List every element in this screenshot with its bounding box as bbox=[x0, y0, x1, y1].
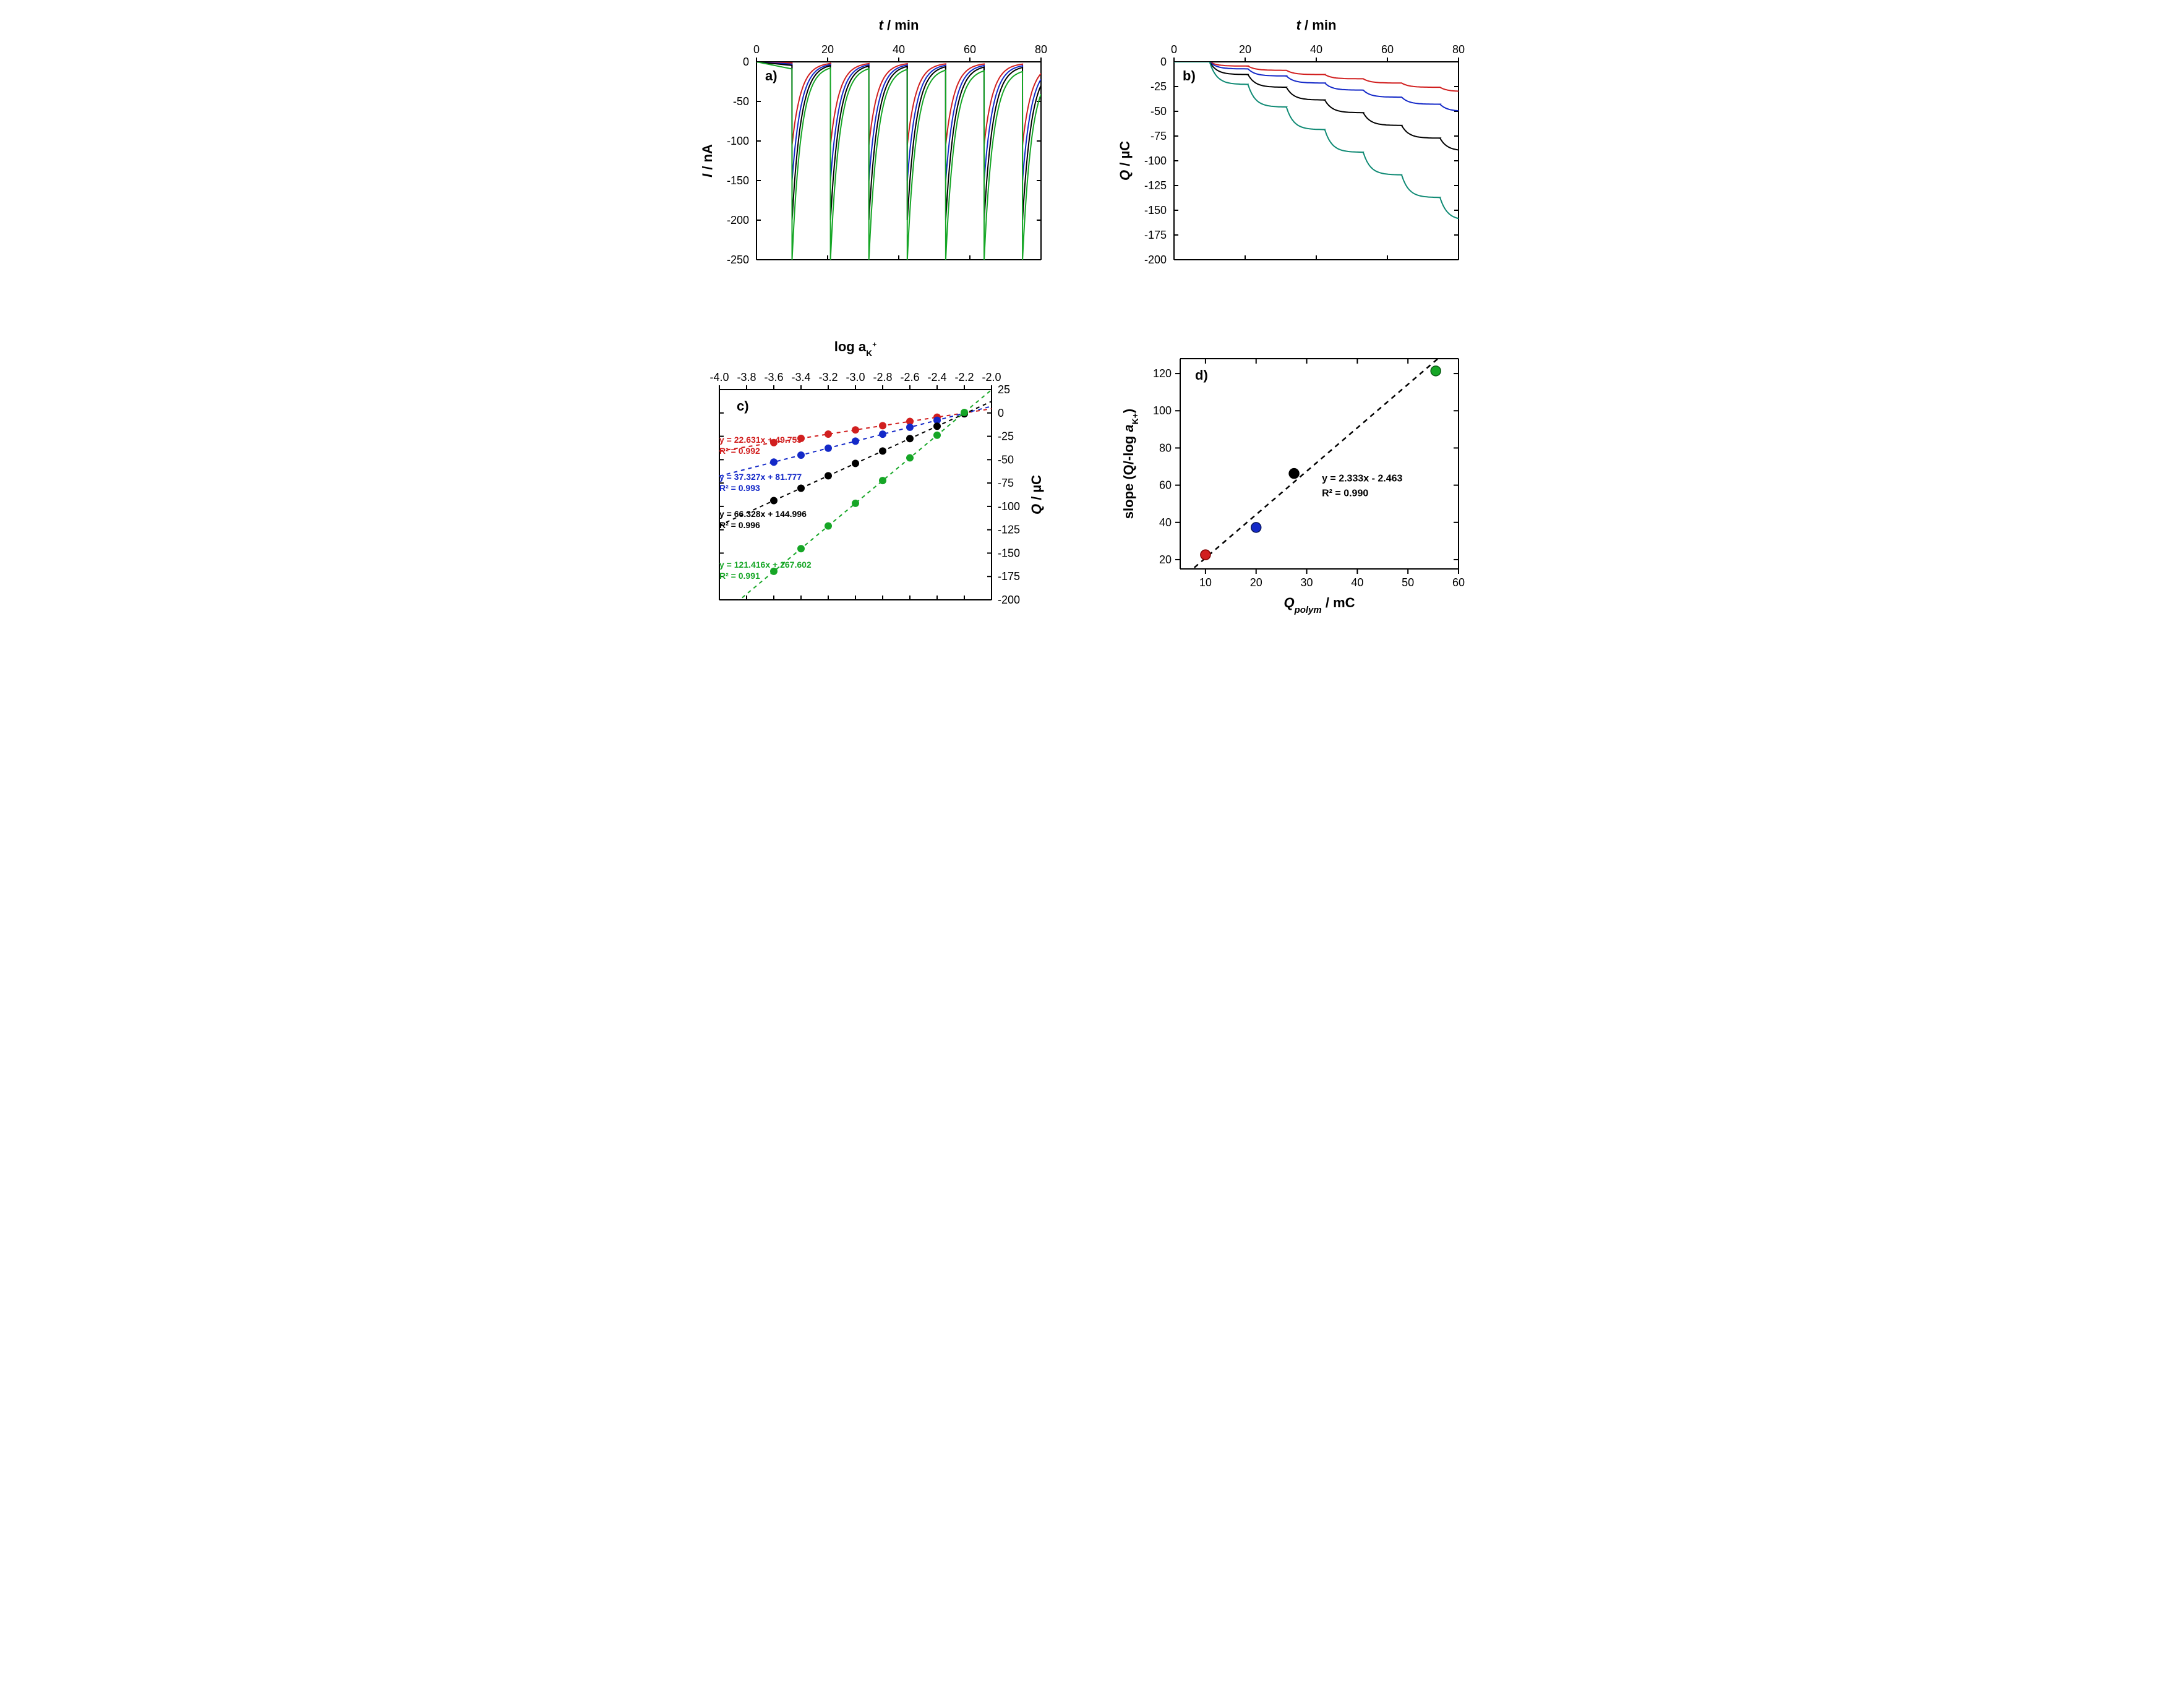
svg-text:60: 60 bbox=[1452, 576, 1465, 589]
svg-text:-2.8: -2.8 bbox=[873, 371, 892, 383]
svg-text:Q / µC: Q / µC bbox=[1117, 141, 1133, 181]
svg-text:60: 60 bbox=[964, 43, 976, 56]
svg-text:-3.2: -3.2 bbox=[818, 371, 838, 383]
svg-text:R² = 0.996: R² = 0.996 bbox=[719, 520, 760, 530]
panel-c: log aK+ Q / µC -4.0 -3.8 -3.6 -3.4 -3.2 -3.0 -2.… bbox=[695, 334, 1069, 618]
svg-text:-200: -200 bbox=[1144, 254, 1167, 266]
svg-text:Q / µC: Q / µC bbox=[1029, 475, 1044, 515]
svg-text:-50: -50 bbox=[998, 453, 1014, 466]
svg-text:20: 20 bbox=[1239, 43, 1251, 56]
svg-text:0: 0 bbox=[743, 56, 749, 68]
svg-text:-125: -125 bbox=[1144, 179, 1167, 192]
svg-text:120: 120 bbox=[1153, 367, 1172, 380]
svg-text:-150: -150 bbox=[998, 547, 1020, 559]
figure-grid: t / minI / nA020406080-250-200-150-100-5… bbox=[695, 12, 1486, 618]
svg-text:-3.6: -3.6 bbox=[764, 371, 783, 383]
svg-text:-75: -75 bbox=[1150, 130, 1167, 142]
svg-text:0: 0 bbox=[753, 43, 760, 56]
svg-text:-150: -150 bbox=[1144, 204, 1167, 216]
svg-text:y = 37.327x + 81.777: y = 37.327x + 81.777 bbox=[719, 472, 802, 482]
svg-text:40: 40 bbox=[1159, 516, 1172, 529]
svg-text:-125: -125 bbox=[998, 524, 1020, 536]
svg-text:-25: -25 bbox=[1150, 80, 1167, 93]
svg-text:y = 121.416x + 267.602: y = 121.416x + 267.602 bbox=[719, 560, 812, 570]
svg-text:0: 0 bbox=[1160, 56, 1167, 68]
svg-text:-50: -50 bbox=[733, 95, 749, 108]
svg-text:-3.8: -3.8 bbox=[737, 371, 756, 383]
svg-text:80: 80 bbox=[1452, 43, 1465, 56]
svg-text:0: 0 bbox=[998, 407, 1004, 419]
svg-text:-100: -100 bbox=[1144, 155, 1167, 167]
svg-text:b): b) bbox=[1183, 68, 1196, 83]
svg-text:t / min: t / min bbox=[879, 17, 919, 33]
svg-text:Qpolym / mC: Qpolym / mC bbox=[1283, 595, 1355, 615]
svg-text:log aK+: log aK+ bbox=[834, 339, 876, 358]
svg-text:-100: -100 bbox=[727, 135, 749, 147]
svg-text:-175: -175 bbox=[998, 570, 1020, 583]
svg-text:c): c) bbox=[737, 398, 749, 414]
svg-text:-100: -100 bbox=[998, 500, 1020, 513]
panel-d: 10 20 30 40 50 60 20 40 60 80 100 120 d) Qpolym / mC s… bbox=[1112, 334, 1486, 618]
svg-text:-2.0: -2.0 bbox=[982, 371, 1001, 383]
svg-text:-200: -200 bbox=[998, 594, 1020, 606]
svg-text:60: 60 bbox=[1159, 479, 1172, 492]
svg-text:-250: -250 bbox=[727, 254, 749, 266]
svg-text:-200: -200 bbox=[727, 214, 749, 226]
svg-text:80: 80 bbox=[1035, 43, 1047, 56]
panel-b: t / min Q / µC 0 20 40 60 80 -200 -175 -150 -125 -1… bbox=[1112, 12, 1486, 297]
svg-text:25: 25 bbox=[998, 383, 1010, 396]
svg-text:-25: -25 bbox=[998, 430, 1014, 443]
svg-text:R² = 0.992: R² = 0.992 bbox=[719, 446, 760, 456]
svg-text:40: 40 bbox=[1310, 43, 1322, 56]
svg-text:-50: -50 bbox=[1150, 105, 1167, 117]
svg-text:R² = 0.991: R² = 0.991 bbox=[719, 571, 760, 581]
svg-text:10: 10 bbox=[1199, 576, 1212, 589]
panel-a: t / min I / nA 0 20 40 60 80 -250 -200 -150 -100 -5… bbox=[695, 12, 1069, 297]
svg-text:30: 30 bbox=[1301, 576, 1313, 589]
svg-text:20: 20 bbox=[1250, 576, 1262, 589]
svg-text:-75: -75 bbox=[998, 477, 1014, 489]
svg-text:I / nA: I / nA bbox=[700, 144, 715, 177]
svg-text:40: 40 bbox=[1351, 576, 1363, 589]
svg-text:d): d) bbox=[1195, 367, 1208, 383]
svg-text:-2.4: -2.4 bbox=[927, 371, 946, 383]
svg-text:-2.6: -2.6 bbox=[900, 371, 919, 383]
svg-text:slope (Q/-log aK+): slope (Q/-log aK+) bbox=[1121, 409, 1140, 519]
svg-text:y = 66.328x + 144.996: y = 66.328x + 144.996 bbox=[719, 509, 807, 519]
svg-text:-3.0: -3.0 bbox=[846, 371, 865, 383]
svg-text:-150: -150 bbox=[727, 174, 749, 187]
svg-text:60: 60 bbox=[1381, 43, 1394, 56]
svg-text:a): a) bbox=[765, 68, 778, 83]
svg-text:-175: -175 bbox=[1144, 229, 1167, 241]
svg-text:20: 20 bbox=[821, 43, 834, 56]
svg-text:-3.4: -3.4 bbox=[791, 371, 810, 383]
svg-text:80: 80 bbox=[1159, 442, 1172, 454]
svg-text:-2.2: -2.2 bbox=[954, 371, 974, 383]
svg-text:R² = 0.990: R² = 0.990 bbox=[1322, 489, 1368, 499]
svg-text:y = 2.333x - 2.463: y = 2.333x - 2.463 bbox=[1322, 474, 1402, 484]
svg-text:50: 50 bbox=[1402, 576, 1414, 589]
svg-text:y = 22.631x + 49.753: y = 22.631x + 49.753 bbox=[719, 435, 802, 445]
svg-text:t / min: t / min bbox=[1296, 17, 1337, 33]
svg-text:-4.0: -4.0 bbox=[709, 371, 729, 383]
svg-text:R² = 0.993: R² = 0.993 bbox=[719, 483, 760, 493]
svg-text:20: 20 bbox=[1159, 553, 1172, 566]
svg-text:40: 40 bbox=[893, 43, 905, 56]
svg-text:0: 0 bbox=[1171, 43, 1177, 56]
svg-text:100: 100 bbox=[1153, 404, 1172, 417]
